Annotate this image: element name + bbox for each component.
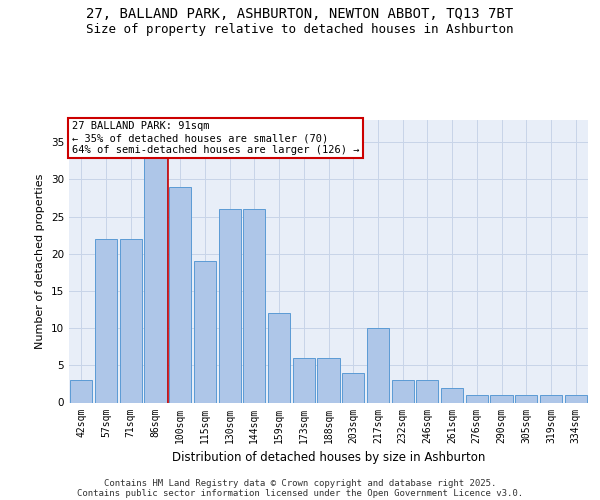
Y-axis label: Number of detached properties: Number of detached properties [35,174,46,349]
Bar [466,395,488,402]
Bar [565,395,587,402]
Bar [515,395,538,402]
Bar [342,373,364,402]
Bar [145,157,167,402]
Bar [70,380,92,402]
Bar [317,358,340,403]
Bar [441,388,463,402]
Bar [416,380,439,402]
Bar [540,395,562,402]
Text: 27, BALLAND PARK, ASHBURTON, NEWTON ABBOT, TQ13 7BT: 27, BALLAND PARK, ASHBURTON, NEWTON ABBO… [86,8,514,22]
Text: Contains public sector information licensed under the Open Government Licence v3: Contains public sector information licen… [77,488,523,498]
Bar [293,358,315,403]
Bar [268,314,290,402]
Bar [490,395,512,402]
Text: 27 BALLAND PARK: 91sqm
← 35% of detached houses are smaller (70)
64% of semi-det: 27 BALLAND PARK: 91sqm ← 35% of detached… [71,122,359,154]
X-axis label: Distribution of detached houses by size in Ashburton: Distribution of detached houses by size … [172,451,485,464]
Bar [95,239,117,402]
Bar [243,209,265,402]
Bar [119,239,142,402]
Text: Size of property relative to detached houses in Ashburton: Size of property relative to detached ho… [86,22,514,36]
Bar [367,328,389,402]
Bar [392,380,414,402]
Bar [194,261,216,402]
Text: Contains HM Land Registry data © Crown copyright and database right 2025.: Contains HM Land Registry data © Crown c… [104,478,496,488]
Bar [169,187,191,402]
Bar [218,209,241,402]
